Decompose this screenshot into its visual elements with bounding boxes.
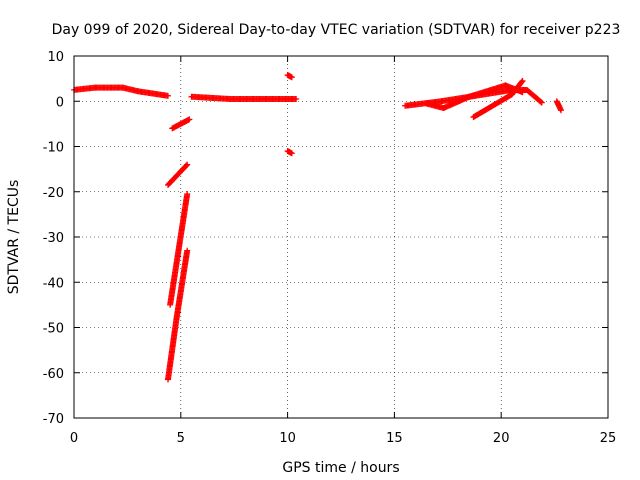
series-arc-3 [164,161,191,188]
y-tick-label: -60 [43,367,64,382]
x-tick-label: 5 [177,431,185,446]
y-tick-label: 10 [47,50,64,65]
data-point [184,161,191,168]
y-tick-label: -70 [43,412,64,427]
y-tick-label: -20 [43,186,64,201]
y-tick-label: -50 [43,322,64,337]
x-tick-label: 20 [493,431,510,446]
data-point [183,162,190,169]
y-axis-label: SDTVAR / TECUs [6,180,22,295]
data-point [537,98,544,105]
y-tick-label: 0 [56,95,64,110]
y-tick-label: -30 [43,231,64,246]
y-tick-label: -40 [43,276,64,291]
data-point [293,95,300,102]
data-point [558,107,565,114]
data-point [184,247,191,254]
series-arc-11 [470,77,526,121]
x-axis-label: GPS time / hours [282,460,399,476]
x-tick-label: 25 [600,431,617,446]
data-point [288,150,295,157]
series-arc-12 [504,86,545,106]
x-tick-label: 0 [70,431,78,446]
x-tick-label: 15 [386,431,403,446]
grid [74,56,608,418]
data-point [519,77,526,84]
data-points [71,72,565,383]
data-point [518,78,525,85]
data-point [164,92,171,99]
series-arc-1 [71,84,171,99]
series-arc-13 [553,98,565,114]
data-point [538,99,545,106]
series-arc-4 [167,191,191,308]
data-point [184,191,191,198]
x-tick-label: 10 [279,431,296,446]
axis-ticks: 0 5 10 15 20 25 10 0 -10 -20 -30 -40 -50 -60 -70 [43,50,617,446]
data-point [186,116,193,123]
series-arc-7 [284,72,295,81]
series-arc-2 [169,116,193,132]
plot-frame [73,55,609,419]
data-point [288,74,295,81]
chart-title: Day 099 of 2020, Sidereal Day-to-day VTE… [52,22,621,38]
series-arc-6 [188,93,300,102]
series-arc-5 [164,247,191,383]
y-tick-label: -10 [43,141,64,156]
series-arc-8 [284,148,295,157]
